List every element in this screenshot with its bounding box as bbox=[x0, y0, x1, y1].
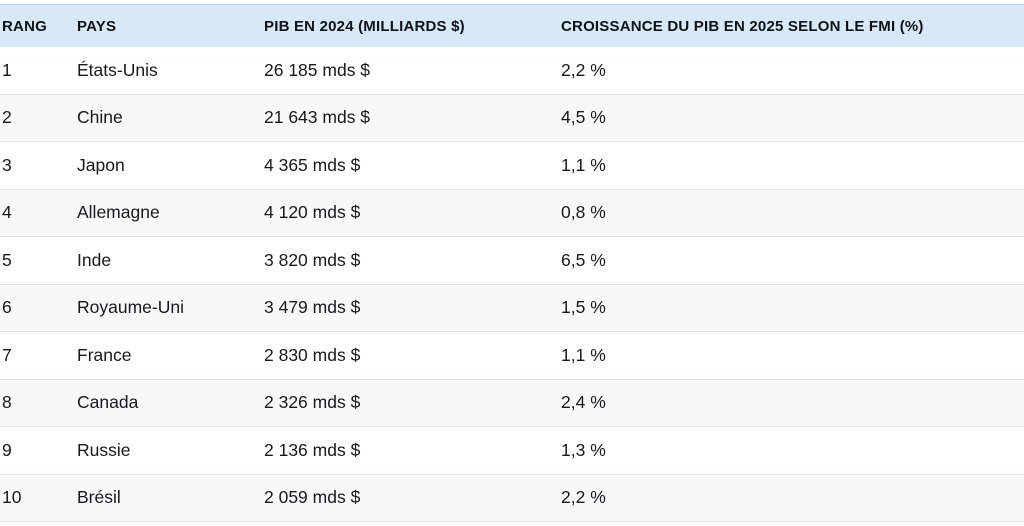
table-row: 3 Japon 4 365 mds $ 1,1 % bbox=[0, 142, 1024, 190]
country-cell: Canada bbox=[77, 392, 139, 413]
rank-cell: 5 bbox=[2, 249, 12, 270]
country-cell: Allemagne bbox=[77, 202, 160, 223]
growth-cell: 2,4 % bbox=[561, 392, 606, 413]
table-row: 10 Brésil 2 059 mds $ 2,2 % bbox=[0, 474, 1024, 522]
gdp-cell: 2 326 mds $ bbox=[264, 392, 361, 413]
table-row: 1 États-Unis 26 185 mds $ 2,2 % bbox=[0, 47, 1024, 95]
rank-cell: 10 bbox=[2, 487, 22, 508]
rank-cell: 4 bbox=[2, 202, 12, 223]
next-row-partial bbox=[0, 522, 1024, 526]
growth-cell: 1,3 % bbox=[561, 439, 606, 460]
table-row: 9 Russie 2 136 mds $ 1,3 % bbox=[0, 427, 1024, 475]
table-row: 2 Chine 21 643 mds $ 4,5 % bbox=[0, 94, 1024, 142]
gdp-cell: 2 136 mds $ bbox=[264, 439, 361, 460]
table-row: 4 Allemagne 4 120 mds $ 0,8 % bbox=[0, 189, 1024, 237]
country-cell: Russie bbox=[77, 439, 131, 460]
rank-cell: 6 bbox=[2, 297, 12, 318]
growth-cell: 4,5 % bbox=[561, 107, 606, 128]
rank-cell: 2 bbox=[2, 107, 12, 128]
rank-column-header: RANG bbox=[2, 17, 47, 35]
growth-cell: 0,8 % bbox=[561, 202, 606, 223]
rank-cell: 8 bbox=[2, 392, 12, 413]
table-row: 7 France 2 830 mds $ 1,1 % bbox=[0, 332, 1024, 380]
table-row: 5 Inde 3 820 mds $ 6,5 % bbox=[0, 237, 1024, 285]
growth-cell: 2,2 % bbox=[561, 487, 606, 508]
rank-cell: 3 bbox=[2, 154, 12, 175]
gdp-cell: 26 185 mds $ bbox=[264, 59, 371, 80]
growth-cell: 1,1 % bbox=[561, 154, 606, 175]
country-cell: Chine bbox=[77, 107, 123, 128]
country-cell: Inde bbox=[77, 249, 112, 270]
gdp-cell: 3 820 mds $ bbox=[264, 249, 361, 270]
table-row: 8 Canada 2 326 mds $ 2,4 % bbox=[0, 379, 1024, 427]
country-cell: Brésil bbox=[77, 487, 121, 508]
gdp-cell: 2 059 mds $ bbox=[264, 487, 361, 508]
rank-cell: 1 bbox=[2, 59, 12, 80]
country-column-header: PAYS bbox=[77, 17, 117, 35]
gdp-cell: 21 643 mds $ bbox=[264, 107, 371, 128]
country-cell: France bbox=[77, 344, 132, 365]
gdp-cell: 4 120 mds $ bbox=[264, 202, 361, 223]
country-cell: Japon bbox=[77, 154, 125, 175]
country-cell: États-Unis bbox=[77, 59, 158, 80]
gdp-cell: 3 479 mds $ bbox=[264, 297, 361, 318]
table-row: 6 Royaume-Uni 3 479 mds $ 1,5 % bbox=[0, 284, 1024, 332]
rank-cell: 9 bbox=[2, 439, 12, 460]
gdp-column-header: PIB EN 2024 (MILLIARDS $) bbox=[264, 17, 465, 35]
growth-cell: 6,5 % bbox=[561, 249, 606, 270]
growth-column-header: CROISSANCE DU PIB EN 2025 SELON LE FMI (… bbox=[561, 17, 924, 35]
gdp-cell: 4 365 mds $ bbox=[264, 154, 361, 175]
growth-cell: 1,1 % bbox=[561, 344, 606, 365]
growth-cell: 2,2 % bbox=[561, 59, 606, 80]
gdp-cell: 2 830 mds $ bbox=[264, 344, 361, 365]
growth-cell: 1,5 % bbox=[561, 297, 606, 318]
country-cell: Royaume-Uni bbox=[77, 297, 184, 318]
gdp-ranking-table: RANG PAYS PIB EN 2024 (MILLIARDS $) CROI… bbox=[0, 4, 1024, 526]
rank-cell: 7 bbox=[2, 344, 12, 365]
table-header-row: RANG PAYS PIB EN 2024 (MILLIARDS $) CROI… bbox=[0, 5, 1024, 47]
